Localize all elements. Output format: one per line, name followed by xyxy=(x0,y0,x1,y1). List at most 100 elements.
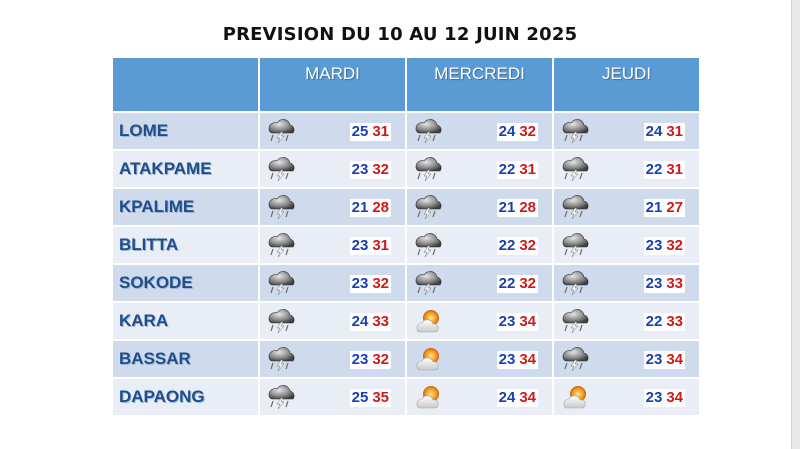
forecast-cell: 21 28 xyxy=(258,187,407,227)
temp-min: 23 xyxy=(351,351,369,368)
forecast-cell: 25 35 xyxy=(258,377,407,417)
temp-max: 34 xyxy=(666,351,683,368)
city-row: KARA 24 33 23 34 22 33 xyxy=(111,301,701,341)
forecast-cell: 23 32 xyxy=(258,263,407,303)
city-row: SOKODE 23 32 22 32 23 33 xyxy=(111,263,701,303)
temp-min: 21 xyxy=(498,199,516,216)
temp-max: 31 xyxy=(372,123,389,140)
temperature-range: 23 33 xyxy=(643,275,685,293)
temp-min: 22 xyxy=(498,275,516,292)
forecast-cell: 24 33 xyxy=(258,301,407,341)
temperature-range: 21 28 xyxy=(496,199,538,217)
temp-min: 23 xyxy=(498,313,516,330)
temperature-range: 23 34 xyxy=(496,351,538,369)
temp-max: 28 xyxy=(372,199,389,216)
temp-min: 21 xyxy=(645,199,663,216)
temperature-range: 23 32 xyxy=(643,237,685,255)
storm-icon xyxy=(266,345,296,373)
temp-min: 25 xyxy=(351,389,369,406)
temp-min: 22 xyxy=(645,161,663,178)
forecast-cell: 23 31 xyxy=(258,225,407,265)
city-name: ATAKPAME xyxy=(111,149,260,189)
temp-min: 22 xyxy=(498,161,516,178)
storm-icon xyxy=(413,155,443,183)
temperature-range: 23 32 xyxy=(349,275,391,293)
temperature-range: 25 31 xyxy=(349,123,391,141)
city-row: DAPAONG 25 35 24 34 23 34 xyxy=(111,377,701,417)
header-empty-cell xyxy=(111,56,260,113)
temp-min: 23 xyxy=(351,237,369,254)
temp-max: 34 xyxy=(519,313,536,330)
temperature-range: 24 33 xyxy=(349,313,391,331)
forecast-cell: 23 32 xyxy=(258,149,407,189)
city-name: DAPAONG xyxy=(111,377,260,417)
city-row: LOME 25 31 24 32 24 31 xyxy=(111,111,701,151)
temp-min: 22 xyxy=(498,237,516,254)
temp-max: 32 xyxy=(372,161,389,178)
forecast-cell: 23 34 xyxy=(552,377,701,417)
storm-icon xyxy=(266,307,296,335)
storm-icon xyxy=(560,231,590,259)
temperature-range: 22 31 xyxy=(496,161,538,179)
temp-min: 21 xyxy=(351,199,369,216)
temperature-range: 24 34 xyxy=(496,389,538,407)
temp-max: 32 xyxy=(372,275,389,292)
temp-max: 33 xyxy=(666,313,683,330)
sun-cloud-icon xyxy=(413,345,443,373)
header-row: MARDI MERCREDI JEUDI xyxy=(111,56,701,113)
forecast-cell: 23 32 xyxy=(552,225,701,265)
temperature-range: 22 33 xyxy=(643,313,685,331)
temperature-range: 23 32 xyxy=(349,351,391,369)
forecast-table: MARDI MERCREDI JEUDI LOME 25 31 24 32 24 31 ATA… xyxy=(111,56,701,417)
sun-cloud-icon xyxy=(413,383,443,411)
temperature-range: 23 34 xyxy=(643,389,685,407)
forecast-cell: 23 34 xyxy=(405,301,554,341)
temp-max: 31 xyxy=(519,161,536,178)
storm-icon xyxy=(560,307,590,335)
temp-min: 24 xyxy=(498,389,516,406)
temperature-range: 24 31 xyxy=(643,123,685,141)
storm-icon xyxy=(560,193,590,221)
sun-cloud-icon xyxy=(560,383,590,411)
storm-icon xyxy=(560,117,590,145)
temp-max: 32 xyxy=(519,123,536,140)
storm-icon xyxy=(266,117,296,145)
forecast-cell: 23 32 xyxy=(258,339,407,379)
temperature-range: 21 28 xyxy=(349,199,391,217)
city-name: LOME xyxy=(111,111,260,151)
forecast-cell: 22 33 xyxy=(552,301,701,341)
header-day-thursday: JEUDI xyxy=(552,56,701,113)
temperature-range: 22 31 xyxy=(643,161,685,179)
temp-min: 23 xyxy=(645,275,663,292)
temp-min: 23 xyxy=(351,275,369,292)
forecast-cell: 22 31 xyxy=(552,149,701,189)
temp-max: 27 xyxy=(666,199,683,216)
forecast-cell: 22 32 xyxy=(405,225,554,265)
city-row: KPALIME 21 28 21 28 21 27 xyxy=(111,187,701,227)
temp-max: 34 xyxy=(519,389,536,406)
city-name: SOKODE xyxy=(111,263,260,303)
temperature-range: 23 32 xyxy=(349,161,391,179)
storm-icon xyxy=(266,155,296,183)
temp-min: 23 xyxy=(351,161,369,178)
temp-max: 28 xyxy=(519,199,536,216)
temp-min: 25 xyxy=(351,123,369,140)
temperature-range: 23 31 xyxy=(349,237,391,255)
page-title: PREVISION DU 10 AU 12 JUIN 2025 xyxy=(222,24,578,45)
forecast-cell: 24 34 xyxy=(405,377,554,417)
temp-max: 32 xyxy=(519,275,536,292)
temp-min: 23 xyxy=(498,351,516,368)
forecast-body: LOME 25 31 24 32 24 31 ATAKPAME 23 32 22 31 22 31 KPAL… xyxy=(111,111,701,417)
sun-cloud-icon xyxy=(413,307,443,335)
storm-icon xyxy=(266,193,296,221)
storm-icon xyxy=(560,155,590,183)
temp-max: 31 xyxy=(372,237,389,254)
temp-min: 24 xyxy=(351,313,369,330)
forecast-cell: 25 31 xyxy=(258,111,407,151)
city-name: KPALIME xyxy=(111,187,260,227)
temp-max: 35 xyxy=(372,389,389,406)
temp-min: 23 xyxy=(645,351,663,368)
window-edge xyxy=(791,0,800,449)
city-name: BASSAR xyxy=(111,339,260,379)
storm-icon xyxy=(413,231,443,259)
